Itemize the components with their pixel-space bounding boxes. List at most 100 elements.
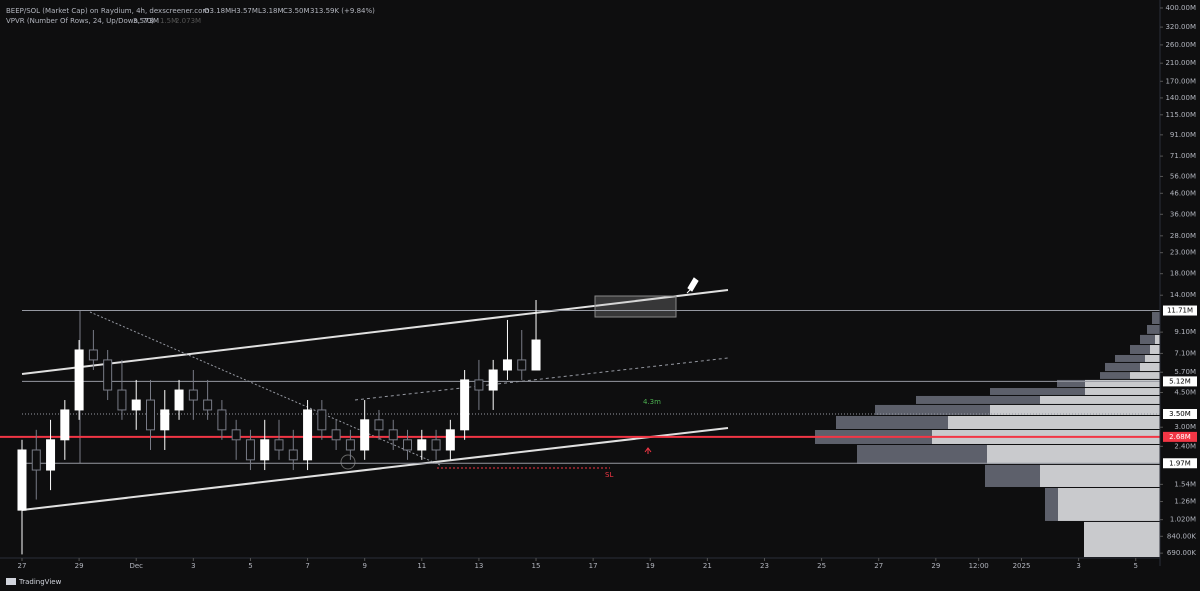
profile-up (1130, 372, 1160, 379)
profile-up (1040, 464, 1160, 487)
x-tick-label: 3 (1076, 562, 1080, 570)
annotation: SL (605, 471, 613, 479)
profile-up (1084, 521, 1160, 557)
profile-up (1145, 354, 1160, 362)
candle-body (288, 449, 298, 461)
candle-body (531, 339, 541, 371)
y-tick-label: 3.00M (1174, 423, 1196, 431)
x-tick-label: 3 (191, 562, 195, 570)
y-tick-label: 1.26M (1174, 498, 1196, 506)
candle-body (360, 419, 370, 451)
y-tick-label: 115.00M (1165, 111, 1196, 119)
profile-down (1140, 334, 1155, 345)
x-tick-label: 17 (589, 562, 598, 570)
profile-up (1040, 395, 1160, 404)
candle-body (117, 389, 127, 411)
profile-down (916, 395, 1040, 404)
y-tick-label: 4.50M (1174, 388, 1196, 396)
price-lines (0, 310, 1160, 464)
x-tick-label: 11 (417, 562, 426, 570)
profile-down (1115, 354, 1145, 362)
y-tick-label: 91.00M (1170, 131, 1196, 139)
y-tick-label: 36.00M (1170, 210, 1196, 218)
candle-body (231, 429, 241, 441)
symbol: BEEP/SOL (Market Cap) on Raydium, 4h, de… (6, 7, 209, 15)
y-tick-label: 2.40M (1174, 442, 1196, 450)
x-tick-label: 19 (646, 562, 655, 570)
indicator-value: 2.073M (175, 17, 201, 25)
y-tick-label: 320.00M (1165, 23, 1196, 31)
y-tick-label: 9.10M (1174, 328, 1196, 336)
profile-down (1152, 312, 1160, 325)
ohlc-open: O3.18M (204, 7, 231, 15)
y-tick-label: 18.00M (1170, 270, 1196, 278)
candles (17, 300, 541, 555)
price-label: 11.71M (1167, 307, 1193, 315)
x-tick-label: 21 (703, 562, 712, 570)
price-label-box (1163, 409, 1197, 420)
profile-up (987, 444, 1160, 464)
candle-body (403, 439, 413, 451)
arrow (644, 447, 652, 454)
target-box (594, 295, 677, 318)
profile-down (1130, 345, 1150, 354)
legend: BEEP/SOL (Market Cap) on Raydium, 4h, de… (6, 7, 375, 25)
ohlc-low: L3.18M (258, 7, 284, 15)
x-tick-label: 5 (1133, 562, 1137, 570)
profile-down (1100, 372, 1130, 379)
x-tick-label: 5 (248, 562, 252, 570)
x-tick-label: 27 (874, 562, 883, 570)
x-tick-label: 13 (474, 562, 483, 570)
candle-body (502, 359, 512, 371)
y-tick-label: 170.00M (1165, 77, 1196, 85)
y-tick-label: 5.70M (1174, 368, 1196, 376)
ohlc-close: C3.50M (283, 7, 310, 15)
candle-body (174, 389, 184, 411)
candle-body (46, 439, 56, 471)
x-tick-label: 2025 (1013, 562, 1031, 570)
price-label-box (1163, 458, 1197, 469)
x-tick-label: Dec (129, 562, 143, 570)
candle-body (317, 409, 327, 431)
profile-down (985, 464, 1040, 487)
profile-up (1085, 379, 1160, 388)
profile-down (990, 388, 1085, 395)
candle-body (331, 429, 341, 441)
circle-mark (340, 454, 356, 470)
price-label: 5.12M (1169, 377, 1191, 385)
change: 313.59K (+9.84%) (310, 7, 375, 15)
brand-logo (6, 578, 16, 585)
x-tick-label: 7 (305, 562, 309, 570)
candle-body (103, 359, 113, 391)
x-tick-label: 27 (18, 562, 27, 570)
y-axis-panel (1160, 0, 1200, 566)
candle-body (345, 439, 355, 451)
y-tick-label: 46.00M (1170, 189, 1196, 197)
candle-body (131, 399, 141, 411)
indicator-value: 3.573M (133, 17, 159, 25)
y-tick-label: 14.00M (1170, 291, 1196, 299)
brand: TradingView (18, 578, 62, 586)
axes: 400.00M 320.00M 260.00M 210.00M 170.00M 140.0… (18, 4, 1197, 570)
channel-upper (21, 289, 729, 375)
x-tick-label: 9 (362, 562, 366, 570)
channel-lower (21, 427, 729, 511)
candle-body (474, 379, 484, 391)
y-tick-label: 140.00M (1165, 94, 1196, 102)
candle-body (88, 349, 98, 361)
x-tick-label: 25 (817, 562, 826, 570)
candle-body (17, 449, 27, 511)
candle-body (145, 399, 155, 431)
y-tick-label: 840.00K (1167, 532, 1196, 540)
y-tick-label: 260.00M (1165, 41, 1196, 49)
candle-body (374, 419, 384, 431)
candle-body (431, 439, 441, 451)
price-label: 1.97M (1169, 459, 1191, 467)
x-tick-label: 15 (532, 562, 541, 570)
candle-body (388, 429, 398, 441)
price-label-box (1163, 376, 1197, 387)
y-tick-label: 690.00K (1167, 549, 1196, 557)
candle-body (160, 409, 170, 431)
candle-body (31, 449, 41, 471)
